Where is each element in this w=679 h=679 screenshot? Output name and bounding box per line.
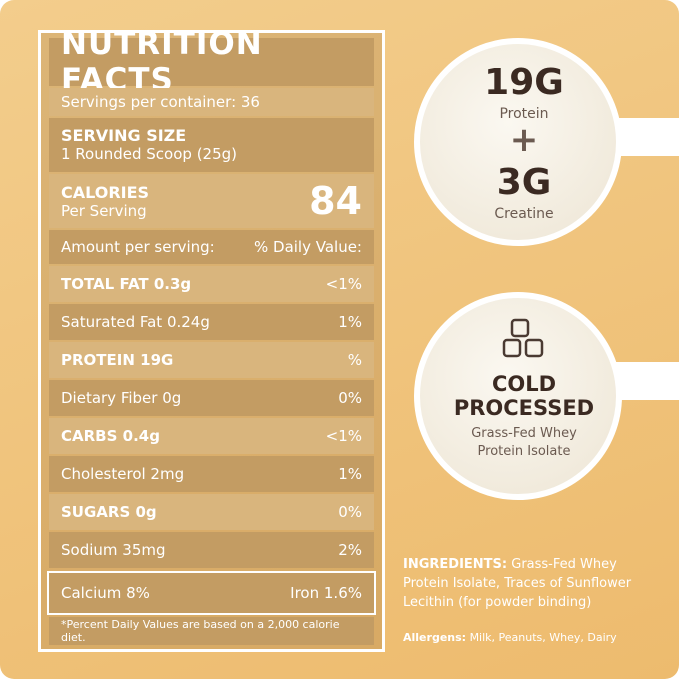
daily-value: 1% — [338, 313, 362, 331]
calories-sub: Per Serving — [61, 201, 147, 220]
badge: 19G Protein + 3G Creatine — [414, 38, 622, 246]
nutrient-name: TOTAL FAT 0.3g — [61, 275, 192, 293]
badge-small: Grass-Fed Whey — [471, 426, 577, 441]
title: NUTRITION FACTS — [49, 26, 374, 98]
nutrient-name: Sodium 35mg — [61, 541, 166, 559]
daily-value: 1% — [338, 465, 362, 483]
nutrient-row: Dietary Fiber 0g 0% — [49, 380, 374, 416]
nutrient-name: Cholesterol 2mg — [61, 465, 185, 483]
nutrition-panel: NUTRITION FACTS Servings per container: … — [38, 26, 385, 652]
allergens: Allergens: Milk, Peanuts, Whey, Dairy — [403, 628, 658, 647]
daily-value: 2% — [338, 541, 362, 559]
badge-big: 3G — [496, 162, 552, 203]
nutrient-row: TOTAL FAT 0.3g <1% — [49, 266, 374, 302]
serving-size: SERVING SIZE 1 Rounded Scoop (25g) — [49, 118, 374, 172]
minerals: Calcium 8% Iron 1.6% — [47, 571, 376, 615]
allergens-label: Allergens: — [403, 631, 467, 644]
nutrient-row: Cholesterol 2mg 1% — [49, 456, 374, 492]
servings: Servings per container: 36 — [49, 88, 374, 116]
ingredients: INGREDIENTS: Grass-Fed Whey Protein Isol… — [403, 555, 658, 612]
nutrient-row: SUGARS 0g 0% — [49, 494, 374, 530]
calories: CALORIES Per Serving 84 — [49, 174, 374, 228]
nutrient-name: Dietary Fiber 0g — [61, 389, 182, 407]
calcium: Calcium 8% — [61, 584, 150, 602]
iron: Iron 1.6% — [290, 584, 362, 602]
ingredients-text: Grass-Fed Whey Protein Isolate, Traces o… — [403, 557, 632, 610]
nutrient-name: CARBS 0.4g — [61, 427, 160, 445]
header-right: % Daily Value: — [254, 238, 362, 256]
badge-big: PROCESSED — [453, 396, 595, 420]
dv-header: Amount per serving: % Daily Value: — [49, 230, 374, 264]
nutrient-row: Saturated Fat 0.24g 1% — [49, 304, 374, 340]
daily-value: <1% — [325, 427, 362, 445]
daily-value: <1% — [325, 275, 362, 293]
nutrient-row: CARBS 0.4g <1% — [49, 418, 374, 454]
daily-value: % — [347, 351, 362, 369]
badge-plus: + — [509, 120, 539, 160]
header-left: Amount per serving: — [61, 238, 215, 256]
calories-label: CALORIES — [61, 182, 150, 202]
footnote: *Percent Daily Values are based on a 2,0… — [49, 617, 374, 645]
badge-big: COLD — [491, 372, 557, 396]
nutrient-row: Sodium 35mg 2% — [49, 532, 374, 568]
badge-small: Protein — [499, 106, 549, 122]
badge: COLD PROCESSED Grass-Fed Whey Protein Is… — [414, 292, 622, 500]
daily-value: 0% — [338, 389, 362, 407]
calories-value: 84 — [309, 179, 362, 223]
serving-size-value: 1 Rounded Scoop (25g) — [61, 145, 238, 163]
ice-icon — [502, 318, 544, 358]
badge-small: Protein Isolate — [477, 444, 571, 459]
daily-value: 0% — [338, 503, 362, 521]
nutrient-name: PROTEIN 19G — [61, 351, 174, 369]
badge-big: 19G — [484, 62, 564, 103]
ingredients-label: INGREDIENTS: — [403, 557, 508, 572]
nutrient-name: Saturated Fat 0.24g — [61, 313, 210, 331]
nutrient-name: SUGARS 0g — [61, 503, 157, 521]
nutrient-row: PROTEIN 19G% — [49, 342, 374, 378]
serving-size-label: SERVING SIZE — [61, 126, 187, 145]
allergens-text: Milk, Peanuts, Whey, Dairy — [469, 631, 617, 644]
badge-small: Creatine — [494, 206, 554, 222]
